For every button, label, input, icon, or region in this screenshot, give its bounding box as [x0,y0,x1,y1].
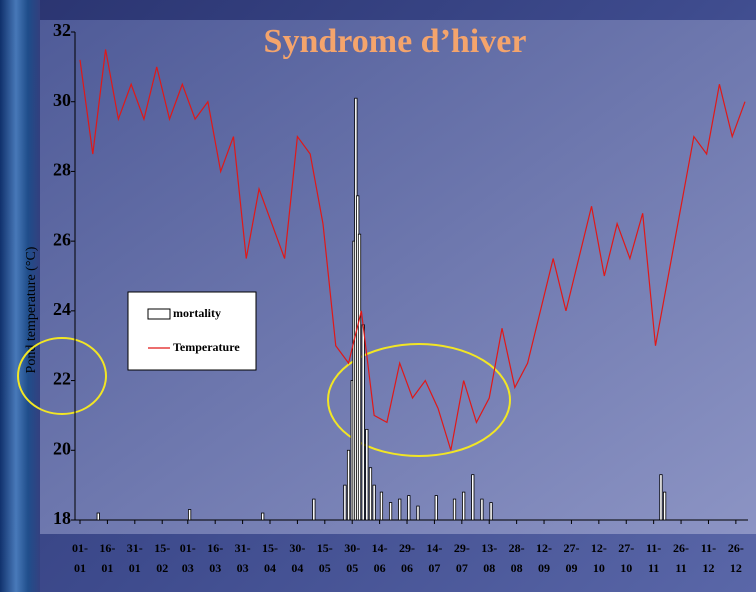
x-tick-label: 26- 11 [666,538,696,578]
x-tick-label: 12- 09 [529,538,559,578]
y-tick-label: 20 [53,438,71,458]
mortality-bar [366,429,368,520]
mortality-bar [358,234,360,520]
x-tick-label: 14- 07 [419,538,449,578]
y-tick-label: 26 [53,229,71,249]
mortality-bar [417,506,419,520]
x-tick-label: 15- 05 [310,538,340,578]
mortality-bar [435,496,437,520]
x-tick-label: 29- 07 [447,538,477,578]
mortality-bar [663,492,665,520]
x-tick-label: 12- 10 [584,538,614,578]
mortality-bar [362,325,364,520]
x-tick-label: 11- 11 [639,538,669,578]
x-tick-label: 01- 01 [65,538,95,578]
x-tick-label: 27- 09 [556,538,586,578]
y-tick-label: 22 [53,369,71,389]
x-tick-label: 26- 12 [721,538,751,578]
mortality-bar [261,513,263,520]
x-tick-label: 31- 03 [228,538,258,578]
legend-box [128,292,256,370]
mortality-bar [481,499,483,520]
mortality-bar [490,503,492,520]
x-tick-label: 27- 10 [611,538,641,578]
mortality-bar [347,450,349,520]
x-tick-label: 30- 04 [282,538,312,578]
y-tick-label: 24 [53,299,71,319]
legend-swatch [148,309,170,319]
chart: Syndrome d’hiver Pond temperature (°C) 1… [0,0,756,592]
mortality-bar [369,468,371,520]
mortality-bar [660,475,662,520]
x-tick-label: 11- 12 [693,538,723,578]
x-tick-label: 13- 08 [474,538,504,578]
x-tick-label: 16- 03 [200,538,230,578]
y-tick-label: 28 [53,160,71,180]
x-tick-label: 29- 06 [392,538,422,578]
legend: mortality Temperature [128,292,256,370]
y-tick-label: 18 [53,508,71,528]
mortality-bar [188,510,190,520]
legend-label: mortality [173,306,221,320]
mortality-bar [373,485,375,520]
legend-label: Temperature [173,340,240,354]
y-tick-label: 30 [53,90,71,110]
mortality-bar [313,499,315,520]
mortality-bar [472,475,474,520]
mortality-bar [344,485,346,520]
mortality-bar [408,496,410,520]
mortality-bar [453,499,455,520]
mortality-bar [462,492,464,520]
chart-title: Syndrome d’hiver [264,23,527,60]
x-tick-label: 28- 08 [502,538,532,578]
slide: Syndrome d’hiver Pond temperature (°C) 1… [0,0,756,592]
x-tick-label: 16- 01 [92,538,122,578]
mortality-bar [399,499,401,520]
x-tick-label: 15- 04 [255,538,285,578]
mortality-bar [380,492,382,520]
mortality-bar [97,513,99,520]
x-tick-label: 31- 01 [120,538,150,578]
y-tick-label: 32 [53,20,71,40]
mortality-bar [389,503,391,520]
x-tick-label: 14- 06 [365,538,395,578]
x-tick-label: 30- 05 [337,538,367,578]
x-tick-label: 01- 03 [173,538,203,578]
